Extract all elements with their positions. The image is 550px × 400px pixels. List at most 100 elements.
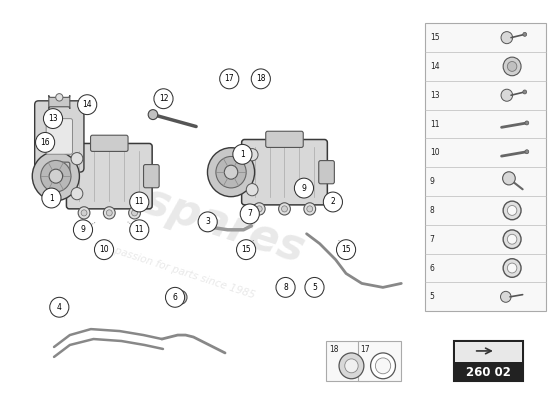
Circle shape [43,109,63,128]
Text: 13: 13 [430,91,439,100]
FancyBboxPatch shape [425,23,546,311]
Text: 1: 1 [49,194,54,202]
Text: 15: 15 [430,33,439,42]
Text: 3: 3 [205,217,210,226]
Text: 9: 9 [80,225,85,234]
Circle shape [500,291,511,302]
Circle shape [81,210,87,216]
Text: 14: 14 [82,100,92,109]
Text: 2: 2 [331,198,336,206]
Circle shape [304,203,316,215]
Circle shape [525,150,529,154]
Circle shape [503,259,521,277]
Text: 10: 10 [99,245,109,254]
Text: 6: 6 [430,264,434,272]
FancyBboxPatch shape [266,131,303,148]
Text: 1: 1 [240,150,245,159]
Text: 11: 11 [430,120,439,128]
Circle shape [198,212,217,232]
Text: 18: 18 [256,74,266,83]
Circle shape [307,206,313,212]
Circle shape [337,240,356,260]
Text: 6: 6 [173,293,178,302]
Text: 5: 5 [312,283,317,292]
Circle shape [233,144,252,164]
Circle shape [246,184,258,196]
Circle shape [42,188,61,208]
Circle shape [73,220,92,240]
Circle shape [525,121,529,125]
Circle shape [71,152,83,165]
Text: 15: 15 [341,245,351,254]
Circle shape [256,206,262,212]
Circle shape [251,69,271,89]
FancyBboxPatch shape [358,341,401,381]
Circle shape [50,297,69,317]
Circle shape [305,278,324,297]
Text: 10: 10 [430,148,439,157]
Text: 7: 7 [430,235,434,244]
Text: 9: 9 [430,177,434,186]
Text: 17: 17 [361,345,370,354]
Circle shape [507,62,517,71]
Text: 15: 15 [241,245,251,254]
Circle shape [501,32,513,44]
Circle shape [503,57,521,76]
Circle shape [507,263,517,273]
Circle shape [103,207,115,219]
Text: 12: 12 [159,94,168,103]
Text: 5: 5 [430,292,434,301]
Circle shape [216,156,246,188]
Circle shape [503,230,521,248]
Circle shape [166,287,185,307]
Circle shape [246,148,258,161]
Text: 11: 11 [135,225,144,234]
FancyBboxPatch shape [326,341,369,381]
Circle shape [282,206,288,212]
FancyBboxPatch shape [455,342,521,362]
Circle shape [375,358,390,374]
Text: 7: 7 [248,210,252,218]
Circle shape [95,240,114,260]
Circle shape [523,90,527,94]
Text: 8: 8 [430,206,434,215]
Circle shape [507,206,517,215]
Circle shape [174,290,187,304]
Circle shape [323,192,343,212]
Circle shape [254,203,265,215]
Circle shape [236,240,256,260]
Circle shape [71,188,83,200]
Text: eurospares: eurospares [29,144,310,272]
FancyBboxPatch shape [319,160,334,184]
FancyBboxPatch shape [454,341,522,381]
Text: 16: 16 [40,138,50,147]
Circle shape [78,95,97,114]
FancyBboxPatch shape [49,162,70,180]
Circle shape [501,89,513,101]
Circle shape [129,207,140,219]
Circle shape [294,178,313,198]
Circle shape [130,220,149,240]
Circle shape [56,172,63,179]
Text: 9: 9 [301,184,306,192]
Circle shape [78,207,90,219]
Circle shape [148,110,158,120]
Circle shape [371,353,395,379]
Circle shape [106,210,112,216]
Circle shape [279,203,290,215]
Text: 13: 13 [48,114,58,123]
Circle shape [503,201,521,220]
Circle shape [131,210,138,216]
Text: 14: 14 [430,62,439,71]
Circle shape [36,132,54,152]
Circle shape [41,160,71,192]
Circle shape [154,89,173,109]
Circle shape [56,94,63,101]
Text: 8: 8 [283,283,288,292]
Circle shape [49,169,63,183]
FancyBboxPatch shape [241,140,327,205]
Text: 260 02: 260 02 [466,366,510,379]
Circle shape [207,148,255,197]
Circle shape [32,152,79,201]
FancyBboxPatch shape [144,164,159,188]
